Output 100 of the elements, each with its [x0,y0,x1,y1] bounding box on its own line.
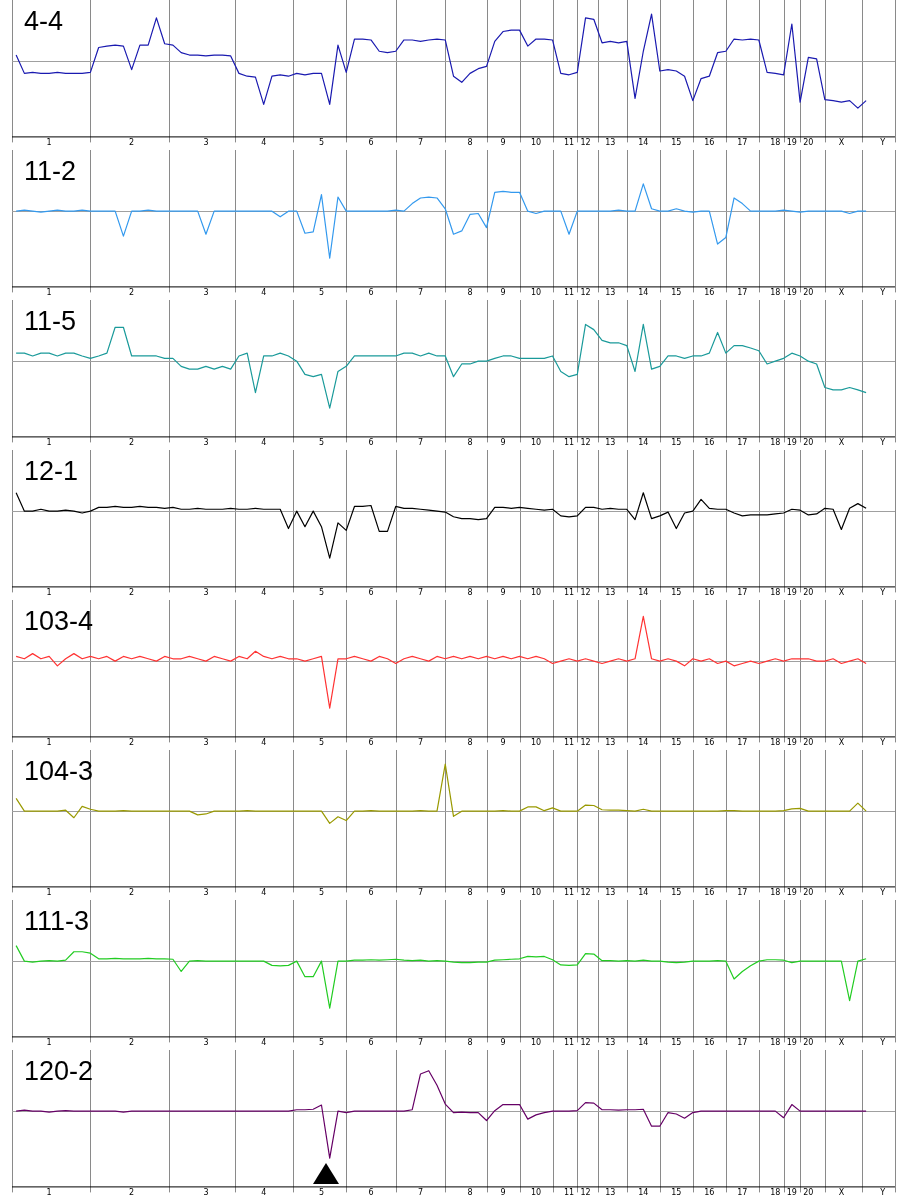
x-tick-label: 6 [368,138,374,148]
x-tick-label: 2 [129,888,135,898]
x-tick-label: 6 [368,738,374,748]
x-tick-label: 5 [318,1038,325,1048]
x-tick-label: 5 [318,138,325,148]
x-tick-label: 19 [786,1188,797,1198]
x-tick-label: 3 [203,288,209,298]
x-tick-label: 10 [530,738,542,748]
x-tick-label: 18 [770,1038,781,1048]
x-tick-label: 17 [737,288,748,298]
x-tick-label: 19 [786,288,797,298]
x-tick-label: 18 [770,438,781,448]
x-tick-label: 1 [46,888,52,898]
x-tick-label: 1 [46,588,52,598]
x-tick-label: 12 [580,588,591,598]
x-tick-label: 17 [737,1038,748,1048]
x-tick-label: 16 [704,438,715,448]
x-tick-label: X [838,438,845,448]
chart-title: 4-4 [24,6,64,37]
x-tick-label: 2 [129,438,135,448]
x-tick-label: 17 [737,438,748,448]
x-tick-label: 17 [737,138,748,148]
x-tick-label: 14 [638,738,649,748]
chart-title: 104-3 [24,756,94,787]
x-tick-label: 20 [803,438,814,448]
x-tick-label: 15 [671,138,682,148]
x-tick-label: 15 [671,1188,682,1198]
x-tick-label: 1 [46,138,52,148]
x-tick-label: 19 [786,738,797,748]
chart-title: 11-5 [24,306,77,337]
x-tick-label: 5 [318,888,325,898]
x-tick-label: 9 [500,1188,506,1198]
x-tick-label: 17 [737,738,748,748]
x-tick-label: 15 [671,288,682,298]
x-tick-label: 4 [261,738,267,748]
x-tick-label: 14 [638,288,649,298]
x-tick-label: 12 [580,738,591,748]
x-tick-label: 5 [318,288,325,298]
chart-title: 111-3 [24,906,90,937]
x-tick-label: 3 [203,438,209,448]
x-tick-label: 18 [770,1188,781,1198]
x-tick-label: 17 [737,1188,748,1198]
x-tick-label: 14 [638,1188,649,1198]
x-tick-label: 5 [318,438,325,448]
x-tick-label: 10 [530,138,542,148]
x-tick-label: 16 [704,288,715,298]
x-tick-label: 6 [368,888,374,898]
x-tick-label: 13 [605,438,616,448]
x-tick-label: Y [879,588,886,598]
x-tick-label: 18 [770,288,781,298]
x-tick-label: 9 [500,138,506,148]
x-tick-label: 5 [318,738,325,748]
x-tick-label: 7 [417,1188,424,1198]
x-tick-label: Y [879,1188,886,1198]
x-tick-label: 20 [803,888,814,898]
x-tick-label: 16 [704,588,715,598]
x-tick-label: X [838,138,845,148]
x-tick-label: 9 [500,888,506,898]
x-tick-label: 12 [580,288,591,298]
x-tick-label: 20 [803,1188,814,1198]
x-tick-label: Y [879,888,886,898]
x-tick-label: 10 [530,438,542,448]
x-tick-label: 13 [605,1038,616,1048]
x-tick-label: Y [879,138,886,148]
x-tick-label: 12 [580,888,591,898]
x-tick-label: 9 [500,588,506,598]
x-tick-label: 18 [770,888,781,898]
x-tick-label: 20 [803,738,814,748]
x-tick-label: 10 [530,288,542,298]
x-tick-label: 13 [605,138,616,148]
x-tick-label: 6 [368,1188,374,1198]
x-tick-label: 12 [580,1038,591,1048]
x-tick-label: 3 [203,138,209,148]
x-tick-label: X [838,888,845,898]
x-tick-label: 3 [203,588,209,598]
x-tick-label: 8 [467,1188,473,1198]
x-tick-label: 15 [671,1038,682,1048]
x-tick-label: 13 [605,588,616,598]
x-tick-label: 17 [737,888,748,898]
x-tick-label: Y [879,288,886,298]
x-tick-label: 13 [605,288,616,298]
x-tick-label: 2 [129,288,135,298]
x-tick-label: 15 [671,888,682,898]
x-tick-label: 20 [803,1038,814,1048]
x-tick-label: 13 [605,888,616,898]
x-tick-label: 11 [563,438,575,448]
x-tick-label: 11 [563,138,575,148]
x-tick-label: 11 [563,738,575,748]
x-tick-label: 4 [261,438,267,448]
x-tick-label: 9 [500,738,506,748]
x-tick-label: 3 [203,888,209,898]
x-tick-label: 18 [770,588,781,598]
x-tick-label: 18 [770,138,781,148]
x-tick-label: X [838,1038,845,1048]
x-tick-label: 19 [786,588,797,598]
x-tick-label: 10 [530,1038,542,1048]
x-tick-label: 16 [704,738,715,748]
x-tick-label: 8 [467,438,473,448]
x-tick-label: 11 [563,1188,575,1198]
x-tick-label: 4 [261,288,267,298]
